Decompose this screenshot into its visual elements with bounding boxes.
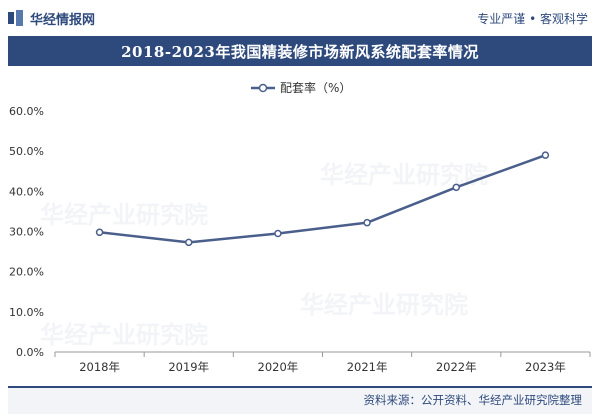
brand-name: 华经情报网 <box>30 13 96 28</box>
brand-slogan: 专业严谨 • 客观科学 <box>477 12 588 26</box>
top-bar: 华经情报网 专业严谨 • 客观科学 <box>0 0 600 36</box>
y-tick-label: 50.0% <box>9 145 44 158</box>
data-point <box>185 238 193 247</box>
footer-bar: 资料来源：公开资料、华经产业研究院整理 <box>8 386 592 414</box>
y-tick-label: 60.0% <box>9 105 44 118</box>
data-point <box>452 183 460 192</box>
x-tick-label: 2021年 <box>347 360 388 374</box>
data-point <box>363 218 371 227</box>
y-tick-label: 40.0% <box>9 185 44 198</box>
data-point <box>274 229 282 238</box>
x-tick-label: 2018年 <box>79 360 120 374</box>
x-tick-label: 2020年 <box>258 360 299 374</box>
y-tick-label: 20.0% <box>9 266 44 279</box>
title-bar: 2018-2023年我国精装修市场新风系统配套率情况 <box>8 36 592 66</box>
legend-label: 配套率（%） <box>280 80 351 95</box>
source-note: 资料来源：公开资料、华经产业研究院整理 <box>363 393 583 407</box>
brand-logo-icon <box>8 10 23 26</box>
x-tick-label: 2022年 <box>436 360 477 374</box>
line-chart: 配套率（%） 0.0% 10.0% 20.0% 30.0% 40.0% 50.0% 60.0%… <box>9 80 591 374</box>
data-point <box>95 228 104 237</box>
chart-title: 2018-2023年我国精装修市场新风系统配套率情况 <box>121 42 479 61</box>
data-point <box>541 151 550 159</box>
x-tick-label: 2019年 <box>168 360 209 374</box>
y-tick-label: 30.0% <box>9 226 44 239</box>
x-tick-label: 2023年 <box>525 360 566 374</box>
legend-marker-icon <box>258 83 268 93</box>
series-line <box>99 154 546 244</box>
y-tick-label: 10.0% <box>9 306 44 319</box>
y-tick-label: 0.0% <box>16 346 44 359</box>
